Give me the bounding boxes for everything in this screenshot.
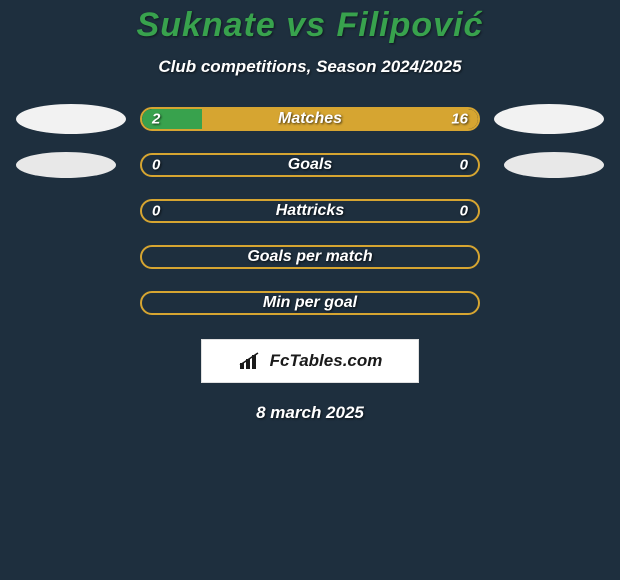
stat-value-left: 0	[152, 157, 160, 174]
stat-value-right: 16	[451, 111, 468, 128]
stat-value-left: 2	[152, 111, 160, 128]
bar-chart-icon	[238, 351, 266, 371]
stat-row: Min per goal	[10, 291, 610, 315]
subtitle: Club competitions, Season 2024/2025	[158, 57, 461, 77]
team-badge-left	[16, 104, 126, 134]
stat-bar: 0 0 Hattricks	[140, 199, 480, 223]
stat-label: Goals	[288, 156, 332, 174]
stat-row: 0 0 Hattricks	[10, 199, 610, 223]
stat-row: 2 16 Matches	[10, 107, 610, 131]
stat-rows: 2 16 Matches 0 0 Goals 0 0 Hattricks Goals per ma…	[10, 107, 610, 315]
stat-bar: Min per goal	[140, 291, 480, 315]
stat-bar: 2 16 Matches	[140, 107, 480, 131]
stat-label: Goals per match	[247, 248, 372, 266]
stat-value-left: 0	[152, 203, 160, 220]
team-badge-right	[494, 104, 604, 134]
stat-label: Hattricks	[276, 202, 344, 220]
stat-bar: Goals per match	[140, 245, 480, 269]
comparison-infographic: Suknate vs Filipović Club competitions, …	[0, 0, 620, 580]
logo-text: FcTables.com	[270, 351, 383, 371]
stat-row: Goals per match	[10, 245, 610, 269]
date-text: 8 march 2025	[256, 403, 364, 423]
team-badge-left	[16, 152, 116, 178]
fctables-logo: FcTables.com	[201, 339, 419, 383]
stat-value-right: 0	[460, 157, 468, 174]
stat-value-right: 0	[460, 203, 468, 220]
stat-label: Matches	[278, 110, 342, 128]
stat-row: 0 0 Goals	[10, 153, 610, 177]
stat-bar: 0 0 Goals	[140, 153, 480, 177]
stat-label: Min per goal	[263, 294, 357, 312]
page-title: Suknate vs Filipović	[137, 6, 484, 45]
team-badge-right	[504, 152, 604, 178]
